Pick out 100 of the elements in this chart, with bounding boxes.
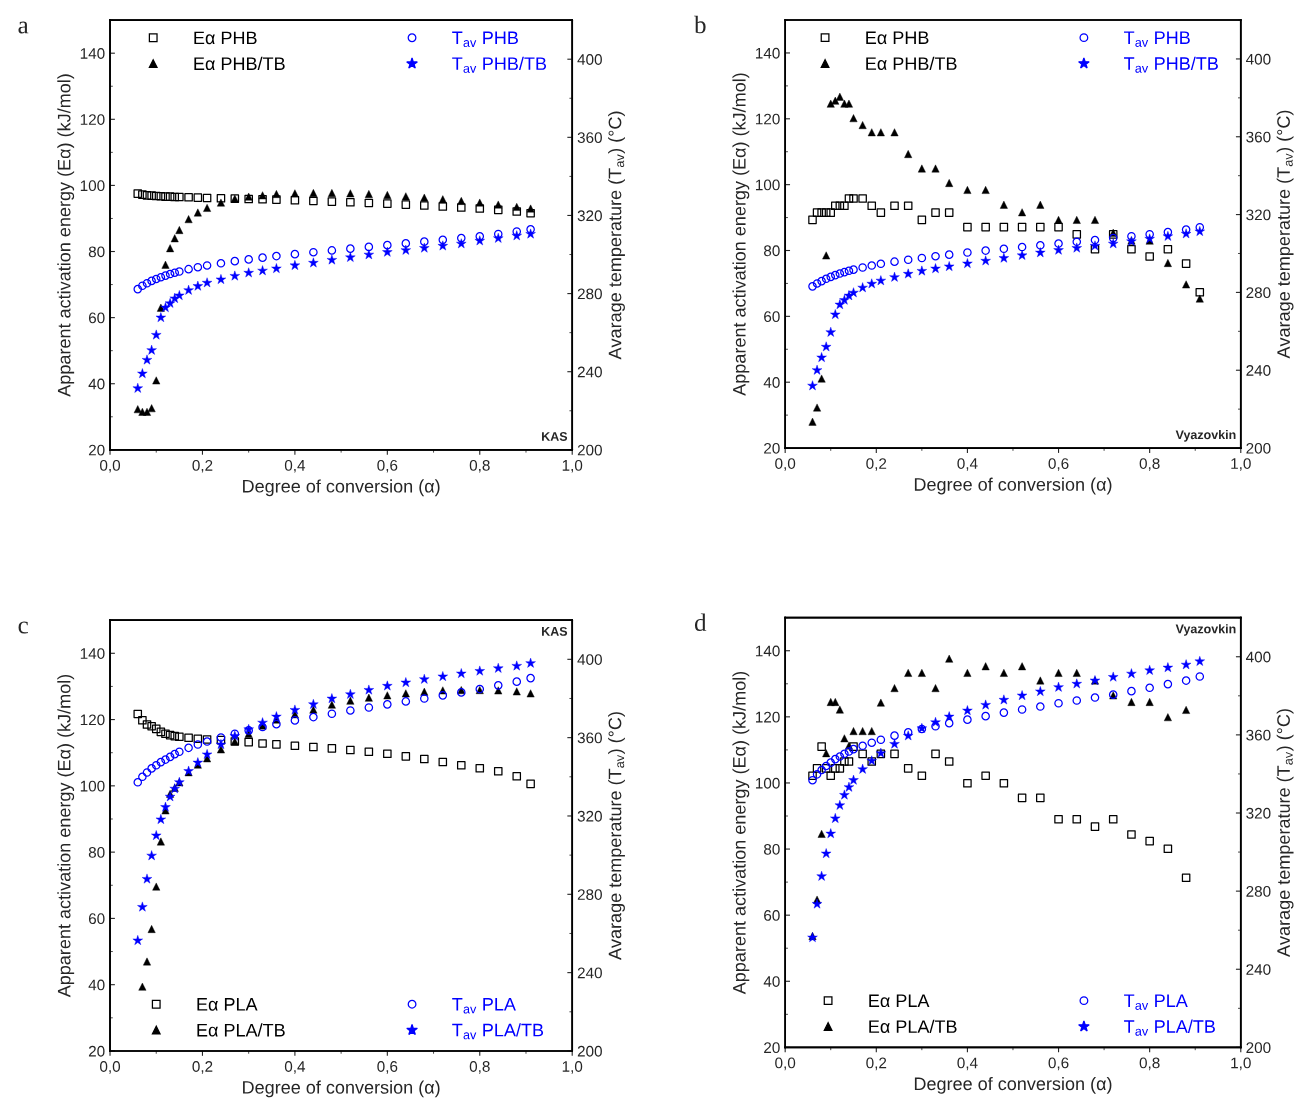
x-axis-title: Degree of conversion (α) xyxy=(243,1080,440,1098)
y2-tick-label: 400 xyxy=(577,54,602,65)
y-tick-label: 60 xyxy=(764,311,780,323)
y-tick-label: 120 xyxy=(80,114,105,125)
y-tick-label: 60 xyxy=(88,312,105,324)
legend-label: Eα PLA xyxy=(197,998,258,1011)
legend-label: Eα PHB/TB xyxy=(194,56,285,71)
x-tick-label: 0,0 xyxy=(775,1057,796,1071)
y2-axis-title: Avarage temperature (T$_{av}$) (°C) xyxy=(608,712,625,961)
x-tick-label: 0,0 xyxy=(775,458,796,471)
y2-tick-label: 280 xyxy=(1246,287,1271,299)
y2-tick-label: 320 xyxy=(1246,209,1271,221)
x-tick-label: 0,6 xyxy=(1048,1057,1069,1071)
y2-tick-label: 200 xyxy=(1246,1042,1271,1054)
x-tick-label: 0,0 xyxy=(100,1061,121,1074)
legend-label: Eα PLA/TB xyxy=(197,1023,285,1037)
legend-label: T$_{av}$ PHB xyxy=(452,31,518,48)
y2-tick-label: 360 xyxy=(1246,729,1271,741)
y2-tick-label: 240 xyxy=(1246,964,1271,975)
y2-tick-label: 400 xyxy=(1246,651,1271,663)
y-tick-label: 120 xyxy=(755,113,780,125)
x-tick-label: 1,0 xyxy=(1231,458,1251,471)
y-tick-label: 100 xyxy=(80,780,105,792)
y-tick-label: 40 xyxy=(763,976,780,987)
y2-tick-label: 320 xyxy=(577,810,602,822)
x-tick-label: 1,0 xyxy=(562,459,583,473)
x-tick-label: 0,6 xyxy=(1048,458,1069,471)
chart-title: c xyxy=(18,621,28,634)
x-axis-title: Degree of conversion (α) xyxy=(914,477,1112,495)
legend-label: T$_{av}$ PHB/TB xyxy=(1124,56,1218,73)
y-tick-label: 40 xyxy=(763,377,780,388)
chart-title: a xyxy=(18,21,29,34)
y-tick-label: 140 xyxy=(80,648,105,659)
y-tick-label: 20 xyxy=(764,442,780,454)
y2-tick-label: 360 xyxy=(577,732,602,744)
y-tick-label: 80 xyxy=(763,245,780,257)
legend-label: T$_{av}$ PLA xyxy=(452,998,516,1014)
legend-label: T$_{av}$ PHB/TB xyxy=(452,56,547,73)
y-axis-title: Apparent activation energy (Eα) (kJ/mol) xyxy=(732,73,750,396)
annotation: KAS xyxy=(542,432,568,441)
y-tick-label: 40 xyxy=(88,979,105,991)
y-tick-label: 120 xyxy=(80,714,105,726)
x-tick-label: 0,8 xyxy=(469,459,490,473)
chart-title: d xyxy=(694,613,707,632)
y2-tick-label: 280 xyxy=(1246,886,1271,897)
x-tick-label: 0,6 xyxy=(377,459,398,473)
y-tick-label: 80 xyxy=(88,846,105,858)
y2-tick-label: 240 xyxy=(577,366,602,378)
y-tick-label: 100 xyxy=(80,180,105,192)
y-tick-label: 20 xyxy=(764,1042,780,1054)
y2-tick-label: 360 xyxy=(1246,131,1271,143)
y-tick-label: 40 xyxy=(88,378,105,390)
y2-tick-label: 360 xyxy=(577,132,602,144)
x-tick-label: 0,0 xyxy=(100,459,121,473)
legend-label: Eα PHB xyxy=(866,31,929,45)
x-tick-label: 0,6 xyxy=(377,1061,398,1074)
y-tick-label: 60 xyxy=(764,910,780,921)
x-tick-label: 0,2 xyxy=(866,458,887,471)
x-tick-label: 0,2 xyxy=(192,459,213,473)
y-axis-title: Apparent activation energy (Eα) (kJ/mol) xyxy=(57,674,75,998)
x-tick-label: 0,2 xyxy=(192,1061,213,1074)
legend-label: Eα PHB xyxy=(194,31,257,45)
y-tick-label: 100 xyxy=(755,179,780,191)
legend-label: T$_{av}$ PLA/TB xyxy=(452,1023,544,1040)
x-axis-title: Degree of conversion (α) xyxy=(243,479,440,497)
x-axis-title: Degree of conversion (α) xyxy=(914,1076,1112,1094)
legend-label: T$_{av}$ PHB xyxy=(1124,31,1190,47)
y2-axis-title: Avarage temperature (T$_{av}$) (°C) xyxy=(608,111,625,360)
y2-tick-label: 240 xyxy=(1246,365,1271,376)
x-tick-label: 0,4 xyxy=(957,1057,978,1071)
y2-axis-title: Avarage temperature (T$_{av}$) (°C) xyxy=(1276,110,1294,359)
annotation: Vyazovkin xyxy=(1175,624,1236,636)
y2-tick-label: 280 xyxy=(577,889,602,900)
y-tick-label: 140 xyxy=(755,47,780,59)
legend-label: T$_{av}$ PLA xyxy=(1124,994,1188,1010)
y2-tick-label: 200 xyxy=(1246,442,1271,454)
y-tick-label: 20 xyxy=(88,444,105,456)
y2-tick-label: 200 xyxy=(577,444,602,456)
x-tick-label: 1,0 xyxy=(1231,1057,1251,1071)
x-tick-label: 0,8 xyxy=(1139,458,1160,471)
annotation: KAS xyxy=(542,626,568,636)
annotation: Vyazovkin xyxy=(1175,429,1236,442)
legend-label: Eα PLA/TB xyxy=(869,1019,957,1033)
y-tick-label: 100 xyxy=(755,777,780,789)
y2-tick-label: 280 xyxy=(577,288,602,300)
y2-tick-label: 320 xyxy=(1246,807,1271,819)
y-axis-title: Apparent activation energy (Eα) (kJ/mol) xyxy=(732,671,750,995)
y2-tick-label: 200 xyxy=(577,1045,602,1057)
y2-tick-label: 320 xyxy=(577,210,602,222)
y-tick-label: 120 xyxy=(755,711,780,723)
y2-axis-title: Avarage temperature (T$_{av}$) (°C) xyxy=(1276,709,1294,957)
x-tick-label: 0,4 xyxy=(284,459,306,473)
y-tick-label: 60 xyxy=(88,913,105,925)
y2-tick-label: 400 xyxy=(1246,53,1271,65)
x-tick-label: 0,2 xyxy=(866,1057,887,1071)
legend-label: T$_{av}$ PLA/TB xyxy=(1124,1019,1215,1036)
x-tick-label: 1,0 xyxy=(562,1061,583,1074)
x-tick-label: 0,8 xyxy=(1139,1057,1160,1071)
y2-tick-label: 240 xyxy=(577,967,602,979)
y-axis-title: Apparent activation energy (Eα) (kJ/mol) xyxy=(57,74,75,397)
